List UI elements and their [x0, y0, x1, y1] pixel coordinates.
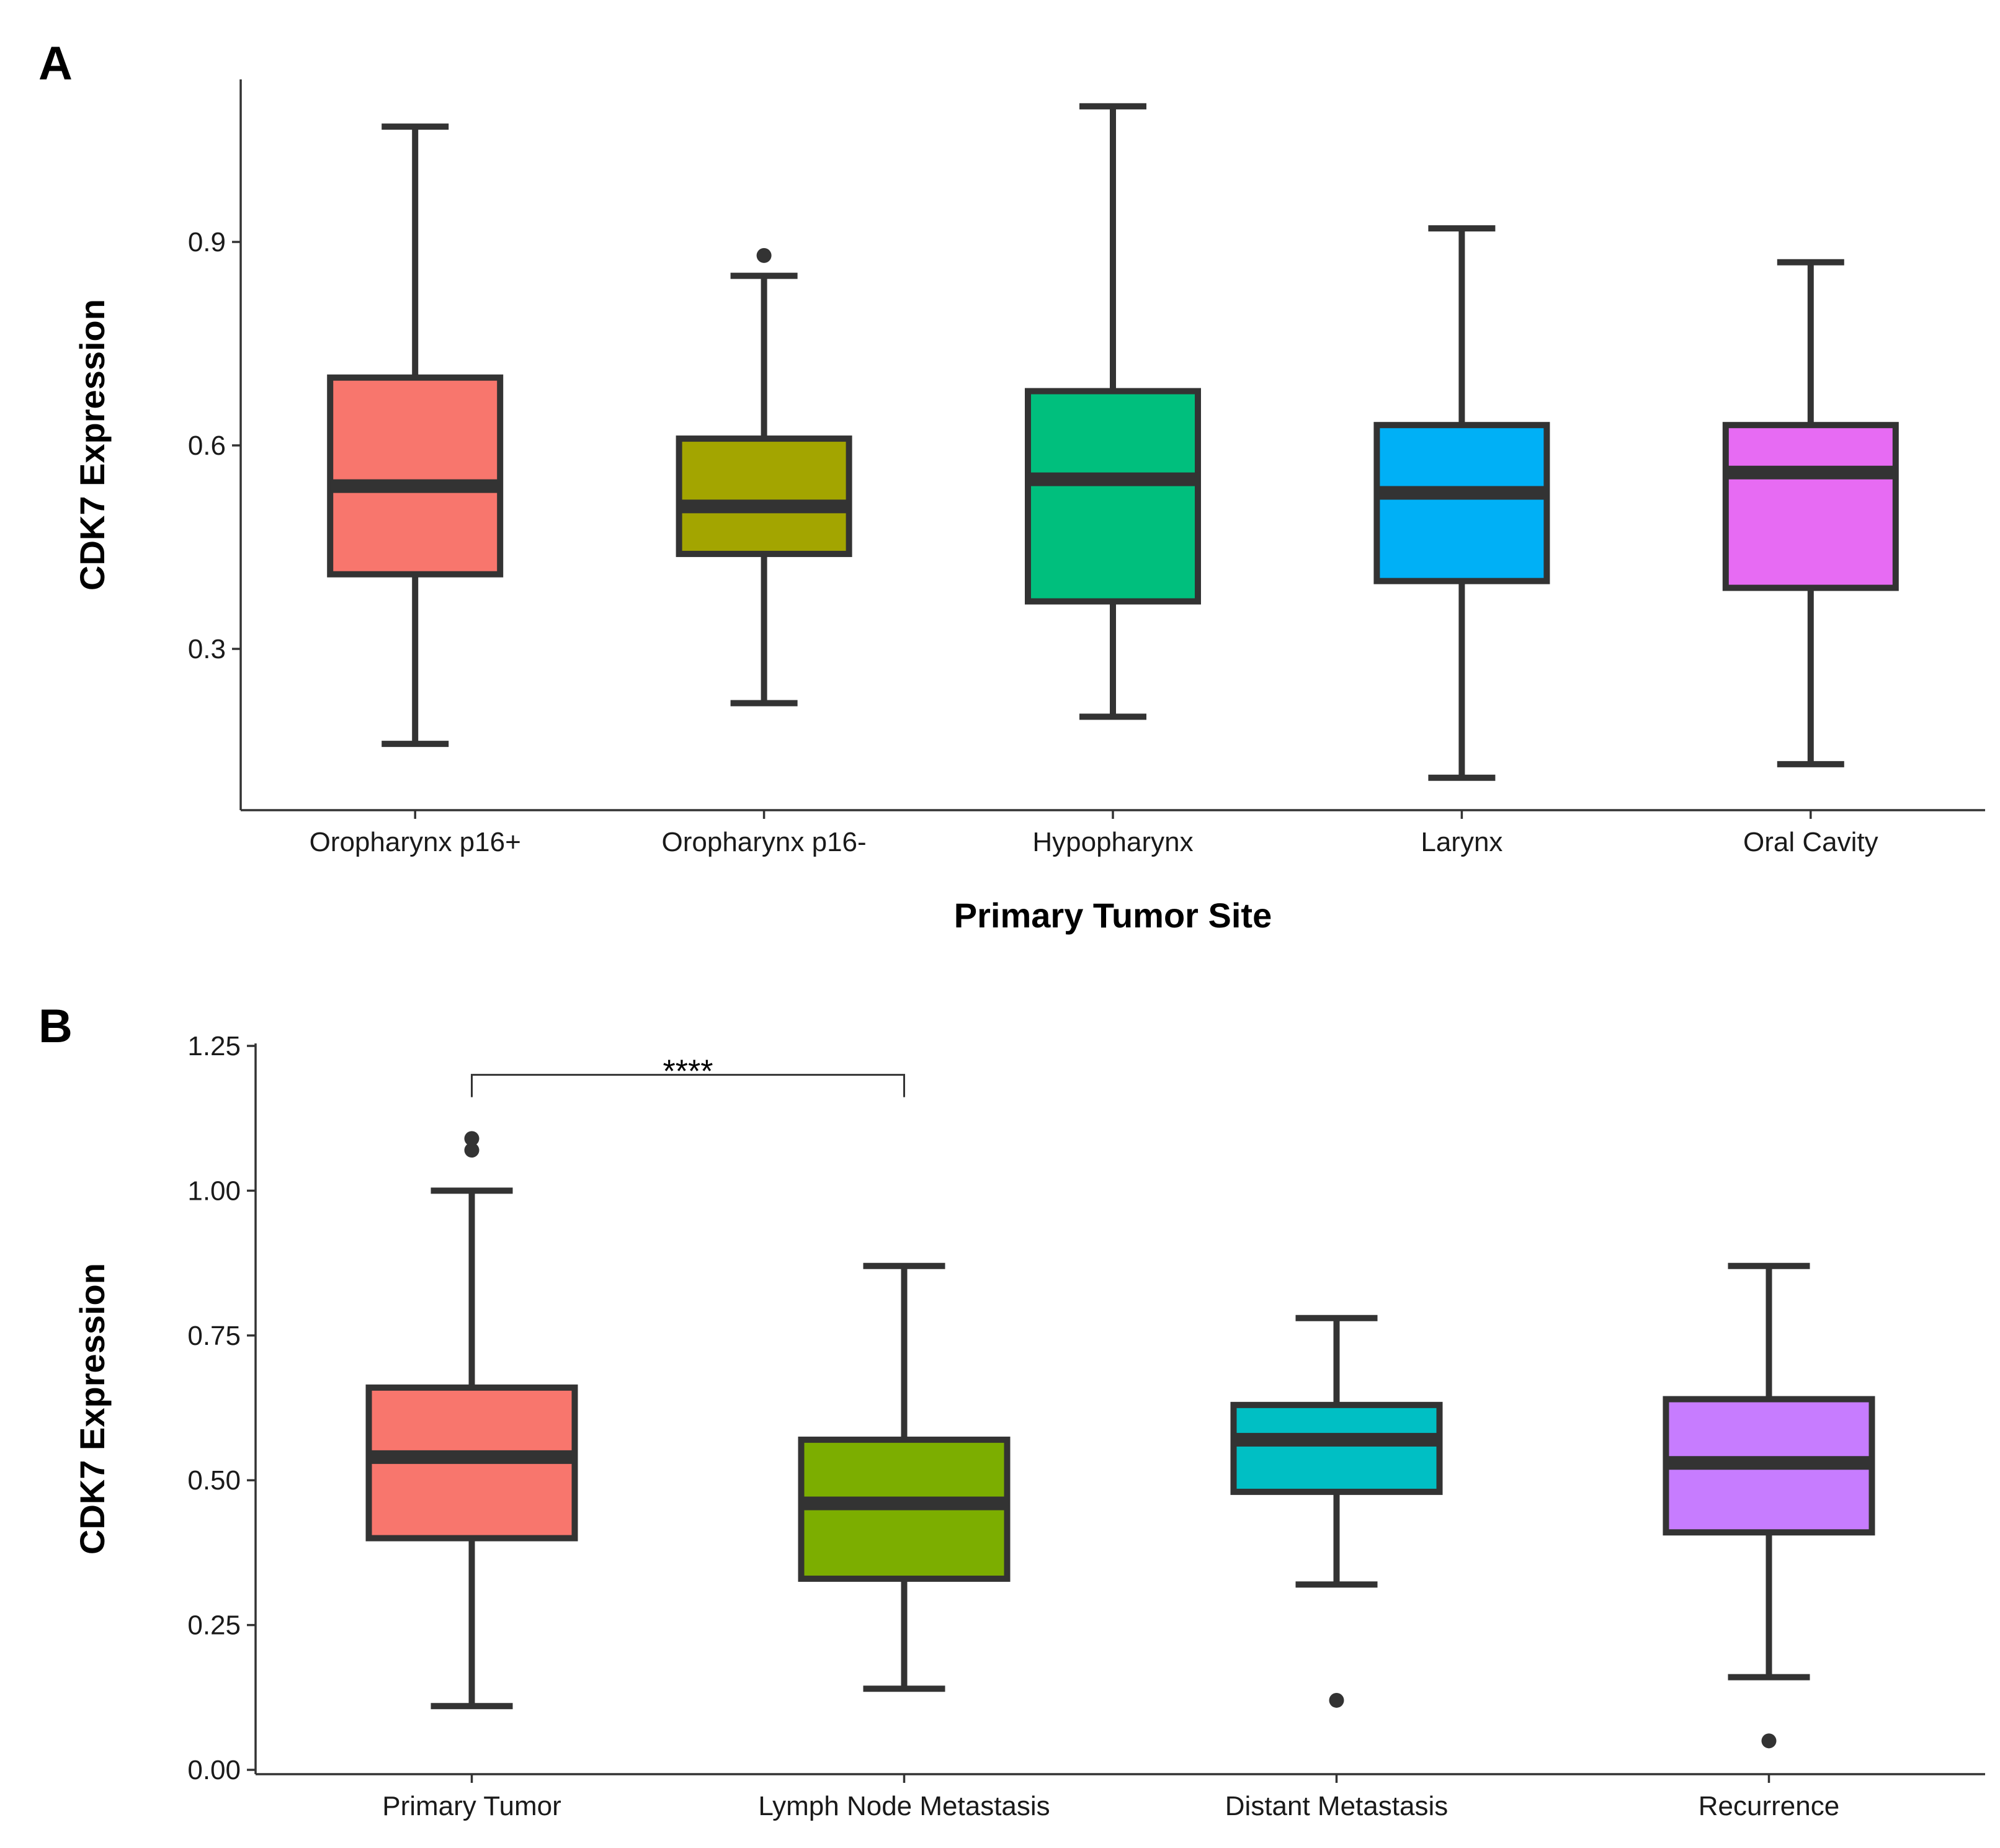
x-axis-title: Primary Tumor Site	[954, 896, 1272, 935]
y-axis-title: CDK7 Expression	[73, 299, 112, 591]
x-tick-label-oral-cavity: Oral Cavity	[1743, 827, 1878, 857]
box-distant-metastasis	[1230, 1315, 1443, 1708]
iqr-box	[676, 435, 852, 557]
y-tick-label: 0.50	[187, 1465, 241, 1496]
box-oropharynx-p16	[676, 248, 852, 707]
panel-a: A 0.3 0.6 0.9 CDK7 Expression Oropharynx p16+…	[38, 37, 1985, 935]
x-tick-label-lymph-node-metastasis: Lymph Node Metastasis	[758, 1791, 1050, 1821]
outlier-point	[756, 248, 772, 263]
outlier-point	[464, 1143, 480, 1158]
x-tick-label-recurrence: Recurrence	[1699, 1791, 1839, 1821]
y-tick-label: 0.00	[187, 1755, 241, 1785]
x-tick-label-oropharynx-p16: Oropharynx p16-	[662, 827, 867, 857]
y-tick-label: 0.75	[187, 1321, 241, 1351]
box-oral-cavity	[1722, 259, 1899, 767]
box-recurrence	[1663, 1262, 1875, 1749]
box-lymph-node-metastasis	[798, 1262, 1011, 1692]
y-axis-title: CDK7 Expression	[73, 1263, 112, 1555]
x-tick-label-oropharynx-p16: Oropharynx p16+	[310, 827, 521, 857]
panel-label: A	[38, 37, 73, 90]
bracket-line	[471, 1074, 905, 1097]
outlier-point	[464, 1131, 480, 1146]
iqr-box	[1025, 388, 1201, 605]
y-tick-label: 1.00	[187, 1176, 241, 1206]
iqr-box	[1230, 1401, 1443, 1495]
panel-b: B 0.00 0.25 0.50 0.75 1.00 1.25 CDK7 Expression…	[38, 1000, 1985, 1821]
y-tick-label: 0.25	[187, 1610, 241, 1641]
iqr-box	[1722, 422, 1899, 591]
y-tick-label: 0.6	[188, 431, 226, 461]
y-tick-label: 1.25	[187, 1031, 241, 1061]
outlier-point	[1761, 1733, 1777, 1749]
y-tick-label: 0.9	[188, 227, 226, 257]
x-tick-label-distant-metastasis: Distant Metastasis	[1225, 1791, 1448, 1821]
box-primary-tumor	[365, 1131, 578, 1710]
box-hypopharynx	[1025, 103, 1201, 720]
significance-bracket: ****	[471, 1054, 905, 1097]
iqr-box	[1373, 422, 1550, 584]
box-larynx	[1373, 225, 1550, 781]
x-tick-label-hypopharynx: Hypopharynx	[1032, 827, 1193, 857]
y-tick-label: 0.3	[188, 634, 226, 664]
panel-label: B	[38, 1000, 73, 1053]
iqr-box	[327, 374, 504, 578]
box-oropharynx-p16	[327, 123, 504, 748]
significance-label: ****	[663, 1054, 713, 1090]
x-tick-label-larynx: Larynx	[1421, 827, 1502, 857]
outlier-point	[1329, 1692, 1344, 1708]
x-tick-label-primary-tumor: Primary Tumor	[382, 1791, 561, 1821]
